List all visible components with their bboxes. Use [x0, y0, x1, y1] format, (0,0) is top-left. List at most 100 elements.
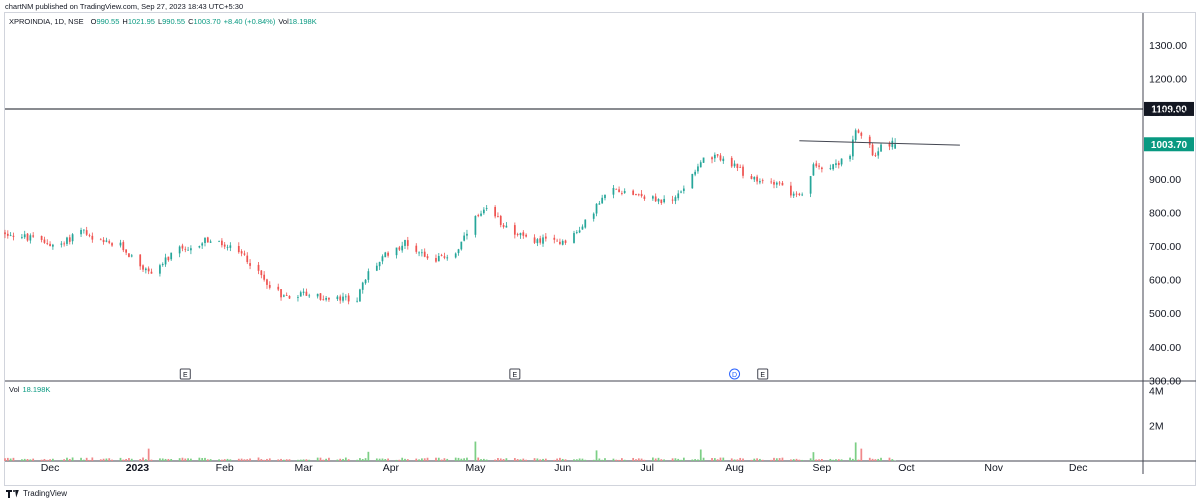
volume-bar[interactable]	[60, 459, 63, 461]
volume-bar[interactable]	[415, 458, 418, 461]
candle[interactable]	[657, 198, 660, 205]
candle[interactable]	[52, 243, 54, 250]
candle[interactable]	[719, 153, 722, 162]
candle[interactable]	[559, 238, 561, 246]
volume-bar[interactable]	[184, 458, 187, 461]
candle[interactable]	[505, 222, 508, 228]
volume-bar[interactable]	[697, 459, 699, 461]
candle[interactable]	[108, 239, 111, 245]
volume-bar[interactable]	[671, 458, 674, 461]
volume-bar[interactable]	[818, 459, 820, 461]
volume-bar[interactable]	[525, 459, 527, 461]
candle[interactable]	[809, 175, 812, 198]
candle[interactable]	[125, 249, 127, 256]
candle[interactable]	[792, 191, 795, 198]
candle[interactable]	[849, 154, 851, 162]
volume-bar[interactable]	[384, 459, 387, 461]
volume-bar[interactable]	[302, 459, 305, 461]
candle[interactable]	[682, 185, 685, 194]
candle[interactable]	[257, 261, 260, 275]
candle[interactable]	[474, 215, 477, 238]
candle[interactable]	[440, 253, 443, 257]
candle[interactable]	[322, 295, 325, 301]
candle[interactable]	[446, 254, 449, 261]
candle[interactable]	[775, 181, 778, 189]
volume-bar[interactable]	[204, 457, 206, 461]
volume-bar[interactable]	[457, 457, 460, 461]
volume-bar[interactable]	[832, 459, 835, 461]
volume-bar[interactable]	[268, 458, 271, 461]
candle[interactable]	[502, 222, 505, 229]
candle[interactable]	[499, 214, 502, 228]
candle[interactable]	[139, 254, 142, 270]
volume-bar[interactable]	[736, 459, 739, 461]
candle[interactable]	[790, 181, 792, 198]
candle[interactable]	[722, 156, 725, 164]
candle[interactable]	[316, 293, 319, 299]
volume-bar[interactable]	[502, 459, 505, 461]
candle[interactable]	[367, 268, 370, 283]
volume-bar[interactable]	[229, 459, 232, 461]
volume-bar[interactable]	[868, 457, 871, 461]
volume-bar[interactable]	[446, 458, 449, 461]
earnings-marker[interactable]: E	[509, 368, 521, 380]
volume-bar[interactable]	[111, 459, 113, 461]
candle[interactable]	[302, 288, 305, 296]
volume-bar[interactable]	[263, 459, 266, 461]
candle[interactable]	[71, 233, 74, 245]
candle[interactable]	[778, 180, 781, 186]
candle[interactable]	[536, 238, 539, 247]
candle[interactable]	[319, 293, 322, 301]
volume-bar[interactable]	[778, 458, 781, 461]
volume-bar[interactable]	[575, 459, 578, 461]
candle[interactable]	[91, 232, 94, 243]
candle[interactable]	[88, 233, 91, 238]
candle[interactable]	[356, 297, 358, 303]
candle[interactable]	[460, 241, 463, 251]
candle[interactable]	[742, 164, 744, 179]
volume-bar[interactable]	[477, 457, 480, 461]
candle[interactable]	[378, 261, 381, 271]
volume-bar[interactable]	[815, 459, 818, 461]
candle[interactable]	[761, 178, 764, 184]
candle[interactable]	[516, 232, 519, 237]
volume-bar[interactable]	[404, 458, 406, 461]
candle[interactable]	[463, 232, 466, 242]
volume-bar[interactable]	[361, 459, 364, 461]
candle[interactable]	[801, 192, 804, 197]
volume-bar[interactable]	[43, 458, 46, 461]
candle[interactable]	[601, 194, 604, 204]
candle[interactable]	[694, 169, 696, 177]
volume-bar[interactable]	[91, 457, 94, 461]
volume-bar[interactable]	[592, 459, 595, 461]
volume-bar[interactable]	[660, 459, 663, 461]
candle[interactable]	[105, 237, 108, 243]
candle[interactable]	[229, 242, 232, 252]
volume-bar[interactable]	[860, 448, 863, 461]
volume-bar[interactable]	[243, 459, 246, 461]
candle[interactable]	[85, 226, 88, 236]
candle[interactable]	[598, 200, 601, 205]
candle[interactable]	[375, 262, 378, 272]
volume-bar[interactable]	[49, 459, 51, 461]
volume-bar[interactable]	[167, 458, 170, 461]
volume-bar[interactable]	[722, 457, 725, 461]
volume-bar[interactable]	[494, 459, 497, 461]
candle[interactable]	[750, 174, 753, 180]
candle[interactable]	[43, 236, 46, 244]
volume-bar[interactable]	[99, 459, 102, 461]
volume-bar[interactable]	[544, 458, 547, 461]
candle[interactable]	[454, 252, 457, 259]
candle[interactable]	[184, 246, 187, 253]
volume-bar[interactable]	[485, 459, 488, 461]
volume-bar[interactable]	[395, 459, 398, 461]
volume-bar[interactable]	[637, 458, 640, 461]
candle[interactable]	[201, 242, 204, 249]
candle[interactable]	[485, 205, 488, 211]
volume-bar[interactable]	[266, 458, 268, 461]
candle[interactable]	[561, 239, 564, 246]
candle[interactable]	[63, 241, 66, 247]
candle[interactable]	[6, 230, 9, 239]
volume-bar[interactable]	[198, 457, 201, 461]
volume-bar[interactable]	[418, 459, 420, 461]
